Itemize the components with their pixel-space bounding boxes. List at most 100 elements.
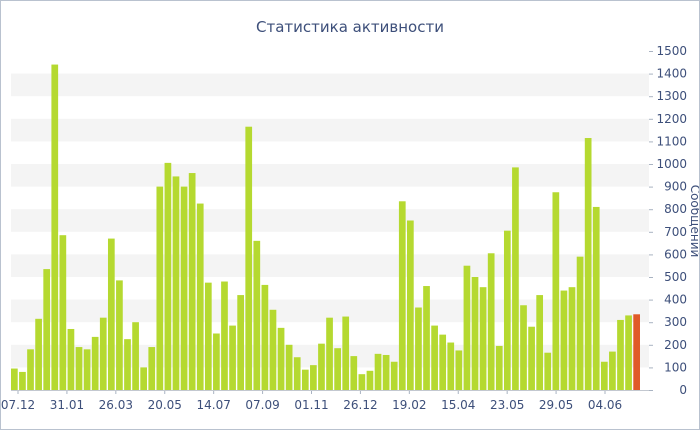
bar[interactable] (253, 240, 261, 390)
bar[interactable] (423, 286, 430, 390)
bar[interactable] (148, 347, 156, 390)
bar[interactable] (19, 371, 26, 390)
bar[interactable] (99, 317, 107, 390)
bar[interactable] (398, 201, 406, 390)
bar[interactable] (293, 357, 301, 390)
bar[interactable] (576, 256, 584, 390)
bar[interactable] (374, 353, 382, 390)
bar[interactable] (544, 352, 552, 390)
bar[interactable] (237, 295, 244, 390)
bar[interactable] (390, 361, 398, 390)
bar[interactable] (285, 344, 293, 390)
y-tick-label: 500 (664, 270, 687, 284)
bar[interactable] (124, 339, 131, 390)
bar[interactable] (261, 284, 269, 390)
bar[interactable] (221, 281, 228, 390)
bar[interactable] (27, 349, 34, 390)
bar[interactable] (334, 348, 341, 390)
grid-band (11, 164, 649, 187)
bar[interactable] (536, 295, 544, 390)
bar[interactable] (584, 138, 592, 390)
y-axis-ticks: 0 100 200 300 400 500 600 700 800 900 1000 1100 1200… (649, 44, 687, 397)
bar[interactable] (439, 334, 447, 390)
x-tick-label: 04.06 (588, 398, 622, 412)
bar[interactable] (11, 368, 18, 390)
y-tick-label: 800 (664, 202, 687, 216)
bar[interactable] (116, 280, 123, 390)
bar[interactable] (455, 350, 463, 390)
bar[interactable] (67, 328, 75, 390)
bar[interactable] (407, 220, 414, 391)
bar[interactable] (229, 325, 236, 390)
y-tick-label: 200 (664, 338, 687, 352)
x-tick-label: 07.09 (245, 398, 279, 412)
bar[interactable] (59, 235, 67, 390)
bar[interactable] (164, 162, 172, 390)
bar[interactable] (310, 365, 317, 390)
bar[interactable] (172, 176, 180, 390)
bar[interactable] (520, 305, 527, 390)
bar[interactable] (625, 315, 632, 390)
bar[interactable] (75, 347, 83, 390)
bar[interactable] (132, 322, 139, 390)
bar[interactable] (83, 349, 91, 390)
bar[interactable] (180, 186, 188, 390)
bar[interactable] (600, 361, 608, 390)
bar[interactable] (350, 356, 358, 390)
bar[interactable] (366, 370, 374, 390)
bars-group (11, 64, 640, 391)
bar[interactable] (35, 318, 42, 390)
grid-band (11, 73, 649, 97)
bar[interactable] (431, 325, 438, 390)
bar[interactable] (269, 309, 277, 390)
bar[interactable] (51, 64, 59, 390)
bar[interactable] (560, 290, 568, 390)
bar[interactable] (471, 277, 479, 390)
bar[interactable] (91, 336, 99, 390)
bar[interactable] (592, 206, 600, 390)
bar[interactable] (156, 186, 164, 390)
bar[interactable] (318, 343, 325, 390)
x-tick-label: 31.01 (50, 398, 84, 412)
bar[interactable] (43, 269, 51, 390)
bar[interactable] (609, 351, 616, 390)
bar[interactable] (463, 265, 471, 390)
bar[interactable] (528, 326, 535, 390)
x-tick-label: 14.07 (196, 398, 230, 412)
y-tick-label: 1200 (656, 112, 687, 126)
bar[interactable] (277, 327, 285, 390)
bar[interactable] (487, 253, 495, 390)
bar[interactable] (617, 319, 624, 390)
bar[interactable] (301, 369, 309, 390)
x-tick-label: 20.05 (148, 398, 182, 412)
bar[interactable] (196, 203, 204, 390)
chart-title: Статистика активности (256, 18, 444, 36)
bar[interactable] (326, 317, 333, 390)
bar[interactable] (568, 287, 576, 390)
x-tick-label: 15.04 (441, 398, 475, 412)
x-tick-label: 26.03 (99, 398, 133, 412)
y-tick-label: 700 (664, 225, 687, 239)
bar[interactable] (107, 238, 115, 390)
bar[interactable] (188, 173, 196, 390)
bar[interactable] (447, 342, 455, 390)
bar[interactable] (552, 192, 560, 390)
bar[interactable] (358, 374, 366, 390)
y-tick-label: 900 (664, 180, 687, 194)
bar[interactable] (415, 307, 422, 390)
bar[interactable] (495, 345, 503, 390)
y-tick-label: 1100 (656, 134, 687, 148)
bar-current[interactable] (633, 314, 640, 390)
bar[interactable] (245, 126, 253, 391)
bar[interactable] (479, 287, 487, 390)
x-tick-label: 07.12 (1, 398, 35, 412)
x-tick-label: 19.02 (392, 398, 426, 412)
bar[interactable] (204, 282, 212, 390)
bar[interactable] (512, 167, 519, 390)
bar[interactable] (140, 367, 148, 390)
bar[interactable] (503, 230, 511, 390)
bar[interactable] (213, 333, 220, 391)
bar[interactable] (382, 354, 390, 390)
bar[interactable] (342, 316, 350, 390)
